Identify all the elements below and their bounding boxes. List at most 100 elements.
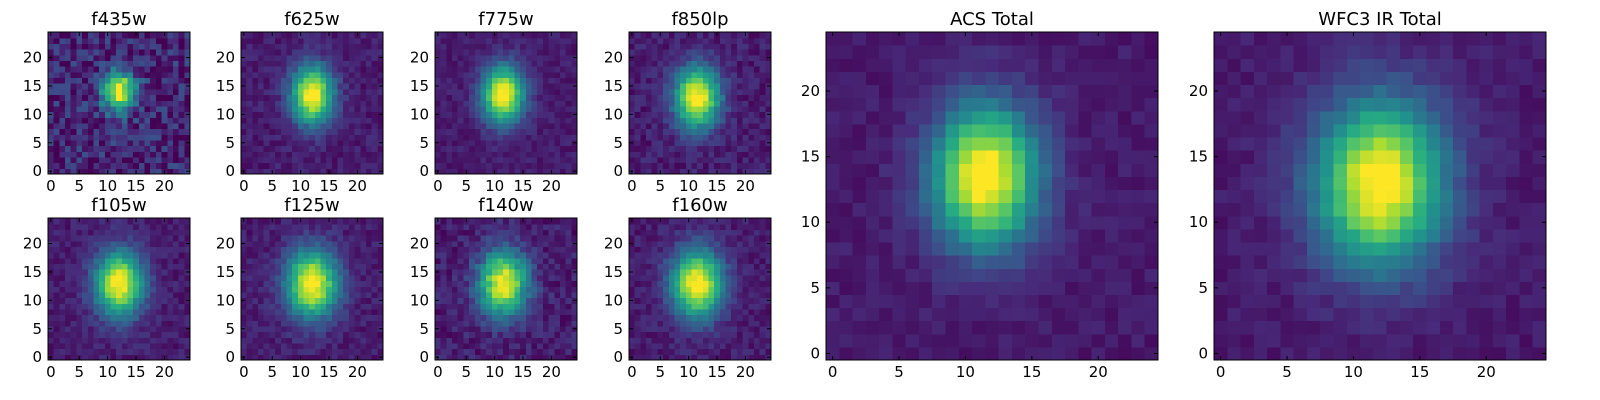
heatmap-cell: [241, 320, 248, 327]
heatmap-cell: [104, 235, 112, 242]
heatmap-cell: [116, 235, 123, 242]
heatmap-cell: [59, 32, 66, 39]
heatmap-cell: [286, 240, 293, 247]
heatmap-cell: [144, 162, 151, 169]
heatmap-cell: [343, 280, 350, 287]
heatmap-cell: [93, 156, 100, 164]
heatmap-cell: [286, 134, 293, 141]
heatmap-cell: [314, 235, 322, 242]
heatmap-cell: [440, 49, 447, 56]
heatmap-cell: [59, 60, 66, 67]
heatmap-cell: [59, 297, 66, 304]
y-tick-label: 10: [216, 105, 235, 123]
heatmap-cell: [275, 320, 282, 327]
heatmap-cell: [497, 100, 504, 107]
heatmap-cell: [559, 105, 567, 113]
heatmap-cell: [674, 331, 681, 338]
heatmap-cell: [377, 274, 384, 282]
heatmap-cell: [87, 105, 95, 113]
heatmap-cell: [127, 71, 134, 79]
heatmap-cell: [365, 218, 373, 225]
heatmap-cell: [542, 274, 550, 282]
heatmap-cell: [292, 235, 299, 242]
heatmap-cell: [59, 257, 66, 265]
heatmap-cell: [93, 320, 100, 327]
heatmap-cell: [702, 291, 710, 299]
heatmap-cell: [116, 320, 123, 327]
heatmap-cell: [765, 32, 772, 39]
heatmap-cell: [508, 162, 516, 169]
heatmap-cell: [657, 139, 664, 147]
heatmap-cell: [354, 139, 361, 147]
heatmap-cell: [554, 320, 561, 327]
heatmap-cell: [263, 54, 270, 61]
heatmap-cell: [702, 162, 710, 169]
heatmap-cell: [491, 257, 499, 265]
heatmap-cell: [514, 77, 521, 84]
heatmap-cell: [765, 342, 772, 350]
heatmap-cell: [354, 269, 361, 276]
heatmap-cell: [554, 263, 561, 270]
heatmap-cell: [548, 286, 555, 293]
heatmap-cell: [440, 337, 447, 344]
heatmap-cell: [514, 145, 521, 152]
heatmap-cell: [646, 145, 653, 152]
heatmap-cell: [634, 66, 641, 73]
heatmap-cell: [297, 49, 305, 56]
heatmap-cell: [474, 54, 482, 61]
heatmap-cell: [697, 134, 704, 141]
heatmap-cell: [525, 139, 533, 147]
heatmap-cell: [127, 354, 134, 361]
heatmap-cell: [503, 240, 510, 247]
heatmap-cell: [446, 246, 453, 253]
heatmap-cell: [343, 246, 350, 253]
heatmap-cell: [559, 128, 567, 135]
heatmap-cell: [719, 286, 727, 293]
heatmap-cell: [520, 83, 527, 90]
heatmap-cell: [525, 280, 533, 287]
heatmap-cell: [252, 162, 259, 169]
heatmap-cell: [708, 32, 715, 39]
heatmap-cell: [657, 291, 664, 299]
heatmap-cell: [48, 128, 55, 135]
heatmap-cell: [365, 156, 373, 164]
heatmap-cell: [646, 314, 653, 321]
heatmap-cell: [138, 168, 146, 175]
heatmap-cell: [634, 117, 641, 124]
heatmap-cell: [497, 269, 504, 276]
heatmap-cell: [343, 83, 350, 90]
heatmap-cell: [116, 49, 123, 56]
heatmap-cell: [365, 337, 373, 344]
heatmap-cell: [680, 71, 687, 79]
heatmap-cell: [48, 151, 55, 158]
heatmap-cell: [303, 49, 310, 56]
heatmap-cell: [269, 314, 276, 321]
heatmap-cell: [331, 320, 339, 327]
heatmap-cell: [480, 43, 487, 50]
heatmap-cell: [634, 156, 641, 164]
heatmap-cell: [167, 100, 174, 107]
heatmap-cell: [246, 274, 253, 282]
heatmap-cell: [263, 218, 270, 225]
heatmap-cell: [514, 348, 521, 355]
heatmap-cell: [753, 122, 761, 130]
heatmap-cell: [275, 128, 282, 135]
heatmap-cell: [167, 331, 174, 338]
heatmap-cell: [537, 156, 544, 164]
heatmap-cell: [554, 49, 561, 56]
heatmap-cell: [565, 145, 572, 152]
x-tick-label: 20: [348, 363, 367, 381]
heatmap-cell: [668, 117, 676, 124]
heatmap-cell: [53, 128, 60, 135]
heatmap-cell: [486, 71, 493, 79]
heatmap-cell: [651, 308, 658, 316]
heatmap-cell: [326, 348, 333, 355]
heatmap-cell: [446, 156, 453, 164]
heatmap-cell: [76, 139, 83, 147]
heatmap-cell: [634, 71, 641, 79]
heatmap-cell: [155, 71, 163, 79]
heatmap-cell: [116, 156, 123, 164]
heatmap-cell: [348, 269, 356, 276]
heatmap-cell: [531, 229, 538, 236]
heatmap-cell: [161, 337, 168, 344]
